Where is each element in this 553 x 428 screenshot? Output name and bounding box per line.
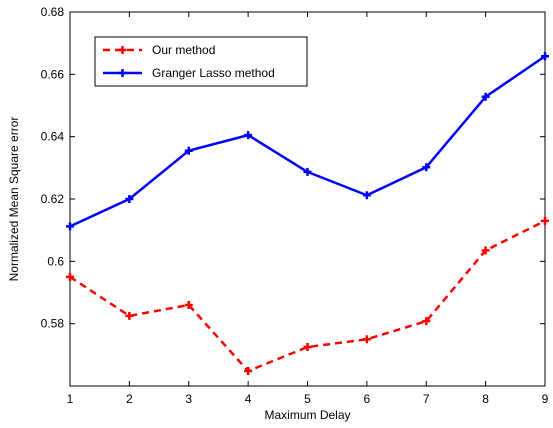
y-tick-label: 0.68 [41,5,65,19]
y-tick-label: 0.62 [41,192,65,206]
x-tick-label: 4 [245,392,252,406]
x-tick-label: 6 [364,392,371,406]
x-tick-labels: 1 2 3 4 5 6 7 8 9 [67,392,549,406]
x-tick-label: 5 [304,392,311,406]
legend-marker-granger-lasso [118,69,127,77]
data-point-our-method [184,300,193,309]
legend-label-granger-lasso: Granger Lasso method [152,66,275,80]
data-point-granger-lasso-method [481,92,490,101]
axis-ticks [69,11,546,386]
x-tick-label: 2 [126,392,133,406]
data-point-our-method [422,317,431,326]
data-point-granger-lasso-method [244,131,253,140]
y-tick-label: 0.64 [41,130,65,144]
legend-label-our-method: Our method [152,43,215,57]
data-point-granger-lasso-method [362,191,371,200]
x-tick-label: 8 [482,392,489,406]
data-point-our-method [125,311,134,320]
data-point-our-method [481,246,490,255]
data-point-granger-lasso-method [66,222,74,231]
x-tick-label: 7 [423,392,430,406]
y-tick-label: 0.66 [41,67,65,81]
legend-marker-our-method [118,46,127,54]
y-tick-labels: 0.58 0.6 0.62 0.64 0.66 0.68 [41,5,65,331]
data-point-granger-lasso-method [303,167,312,176]
x-tick-label: 9 [542,392,549,406]
legend: Our method Granger Lasso method [94,36,308,87]
data-point-granger-lasso-method [184,146,193,155]
data-point-our-method [362,335,371,344]
y-tick-label: 0.58 [41,317,65,331]
x-axis-label: Maximum Delay [264,408,350,422]
data-point-granger-lasso-method [541,52,549,61]
y-axis-label: Normalized Mean Square error [7,117,21,282]
legend-box [94,36,308,87]
x-tick-label: 1 [67,392,74,406]
data-point-our-method [66,272,74,281]
data-point-our-method [541,216,549,225]
data-point-our-method [303,343,312,352]
x-tick-label: 3 [185,392,192,406]
series-layer [66,52,549,376]
data-point-granger-lasso-method [125,195,134,203]
y-tick-label: 0.6 [47,254,64,268]
data-point-our-method [244,367,253,376]
data-point-granger-lasso-method [422,163,431,172]
